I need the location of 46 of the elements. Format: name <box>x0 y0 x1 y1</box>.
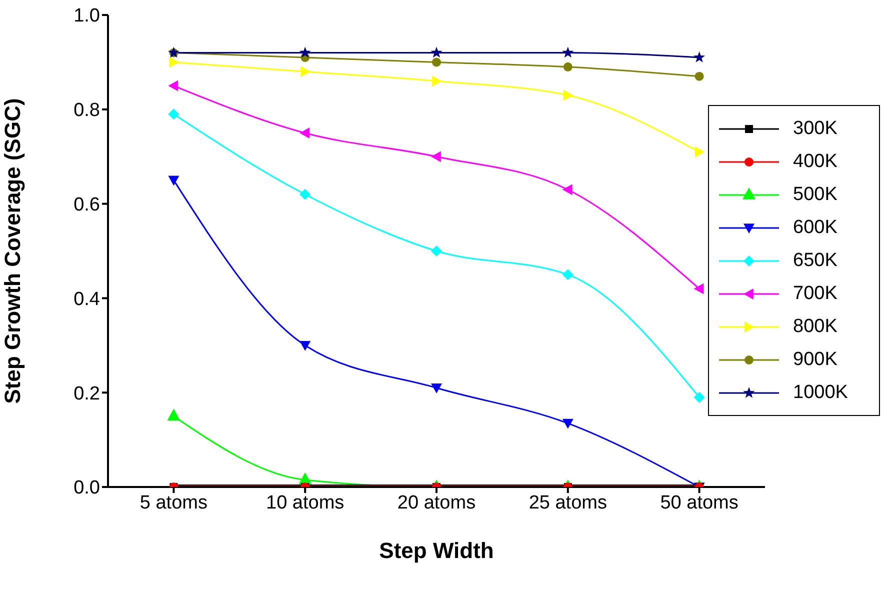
point <box>431 151 441 162</box>
point <box>169 56 180 68</box>
point <box>300 128 310 138</box>
legend-label: 500K <box>793 184 838 206</box>
point <box>168 80 178 92</box>
point <box>167 408 180 421</box>
point <box>564 90 574 101</box>
point <box>563 62 572 72</box>
legend-label: 300K <box>793 118 838 140</box>
legend-label: 800K <box>793 316 838 338</box>
x-tick-label: 25 atoms <box>528 492 607 514</box>
point <box>694 146 705 158</box>
x-tick-label: 50 atoms <box>660 492 738 514</box>
legend-label: 400K <box>793 150 838 172</box>
point <box>300 66 311 78</box>
y-tick-label: 1.0 <box>74 6 100 27</box>
x-tick-label: 20 atoms <box>397 492 476 514</box>
point <box>694 72 704 81</box>
point <box>168 176 180 186</box>
point <box>562 46 574 58</box>
legend-label: 650K <box>793 250 838 272</box>
y-tick-label: 0.4 <box>74 288 100 310</box>
y-axis-title: Step Growth Coverage (SGC) <box>0 98 25 404</box>
y-tick-label: 0.8 <box>74 100 100 122</box>
legend-label: 600K <box>793 216 838 238</box>
y-tick-label: 0.2 <box>74 383 100 404</box>
point <box>694 283 704 294</box>
point <box>562 184 572 196</box>
y-tick-label: 0.6 <box>74 194 100 216</box>
point <box>432 76 442 87</box>
point <box>694 392 705 403</box>
point <box>431 246 442 256</box>
x-axis-title: Step Width <box>379 538 494 563</box>
point <box>432 58 441 67</box>
legend-label: 900K <box>793 348 838 370</box>
legend-label: 1000K <box>793 382 848 404</box>
point <box>299 46 311 58</box>
point <box>562 269 574 280</box>
legend-label: 700K <box>793 282 838 304</box>
point <box>300 188 311 200</box>
x-tick-label: 5 atoms <box>140 492 208 514</box>
point <box>694 51 706 62</box>
y-tick-label: 0.0 <box>74 478 100 499</box>
point <box>168 108 180 120</box>
x-tick-label: 10 atoms <box>266 492 344 514</box>
point <box>430 46 442 58</box>
